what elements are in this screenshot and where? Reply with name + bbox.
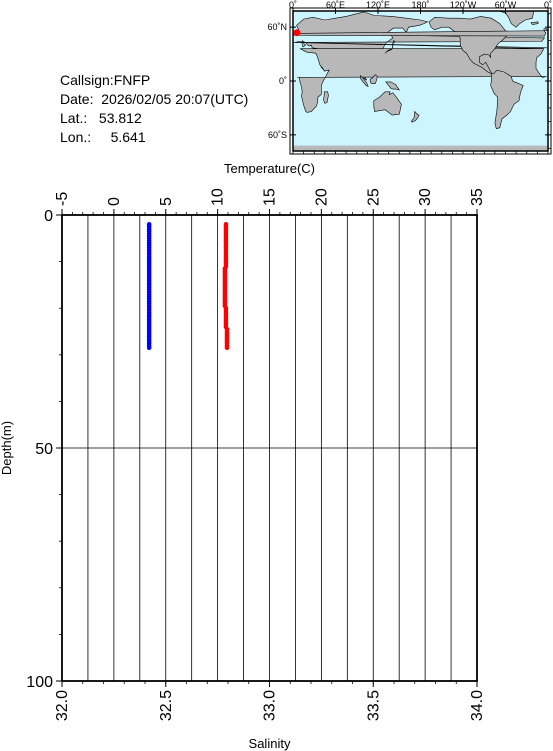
map-lon-label: 120˚E bbox=[366, 0, 390, 10]
map-lon-label: 0˚ bbox=[289, 0, 297, 10]
temperature-tick-label: 15 bbox=[262, 188, 279, 206]
depth-tick-label: 100 bbox=[26, 674, 53, 691]
callsign-label: Callsign: bbox=[60, 72, 114, 88]
land-sumatra bbox=[359, 74, 369, 87]
land-australia bbox=[373, 91, 402, 116]
salinity-tick-label: 34.0 bbox=[469, 690, 486, 721]
salinity-point bbox=[146, 345, 152, 351]
lon-value: 5.641 bbox=[110, 129, 146, 145]
map-lon-label: 60˚E bbox=[326, 0, 345, 10]
depth-tick-label: 50 bbox=[35, 441, 53, 458]
temperature-tick-label: 20 bbox=[313, 188, 330, 206]
map-lon-label: 180˚ bbox=[411, 0, 429, 10]
land-new-zealand bbox=[410, 110, 420, 123]
map-lat-label: 60˚N bbox=[267, 22, 287, 32]
depth-axis-label: Depth(m) bbox=[0, 421, 14, 475]
salinity-tick-label: 33.0 bbox=[262, 690, 279, 721]
temperature-tick-label: 0 bbox=[106, 197, 123, 206]
salinity-tick-label: 32.5 bbox=[158, 690, 175, 721]
lon-label: Lon.: bbox=[60, 129, 92, 145]
temperature-tick-label: 5 bbox=[158, 197, 175, 206]
map-lon-label: 60˚W bbox=[495, 0, 517, 10]
date-line: Date: 2026/02/05 20:07(UTC) bbox=[60, 90, 248, 109]
land-new-guinea bbox=[385, 81, 401, 91]
map-lon-label: 120˚W bbox=[450, 0, 477, 10]
temperature-tick-label: -5 bbox=[54, 192, 71, 206]
land-antarctica bbox=[293, 145, 548, 151]
station-marker bbox=[293, 29, 301, 37]
land-japan bbox=[384, 40, 396, 54]
callsign-line: Callsign:FNFP bbox=[60, 71, 248, 90]
callsign-value: FNFP bbox=[113, 72, 151, 88]
temperature-tick-label: 30 bbox=[417, 188, 434, 206]
land-north-america bbox=[428, 16, 509, 75]
land-south-america bbox=[490, 69, 524, 129]
temperature-point bbox=[224, 345, 230, 351]
temperature-tick-label: 35 bbox=[469, 188, 486, 206]
land-borneo bbox=[369, 74, 378, 84]
map-lat-label: 60˚S bbox=[268, 130, 287, 140]
salinity-axis-label: Salinity bbox=[249, 736, 291, 751]
map-lon-label: 0˚ bbox=[544, 0, 552, 10]
date-label: Date: bbox=[60, 91, 94, 107]
lat-line: Lat.: 53.812 bbox=[60, 109, 248, 128]
land-iceland bbox=[530, 21, 539, 25]
lon-line: Lon.: 5.641 bbox=[60, 128, 248, 147]
lat-value: 53.812 bbox=[98, 110, 142, 126]
land-eurasia bbox=[292, 11, 548, 81]
temperature-tick-label: 10 bbox=[210, 188, 227, 206]
lat-label: Lat.: bbox=[60, 110, 88, 126]
salinity-tick-label: 32.0 bbox=[54, 690, 71, 721]
salinity-tick-label: 33.5 bbox=[365, 690, 382, 721]
depth-tick-label: 0 bbox=[44, 208, 53, 225]
map-lat-label: 0˚ bbox=[279, 76, 287, 86]
land-madagascar bbox=[323, 91, 329, 104]
land-british-isles bbox=[293, 27, 548, 37]
temperature-tick-label: 25 bbox=[365, 188, 382, 206]
station-info: Callsign:FNFP Date: 2026/02/05 20:07(UTC… bbox=[60, 71, 248, 147]
date-value: 2026/02/05 20:07(UTC) bbox=[101, 91, 249, 107]
temperature-axis-label: Temperature(C) bbox=[224, 161, 315, 176]
